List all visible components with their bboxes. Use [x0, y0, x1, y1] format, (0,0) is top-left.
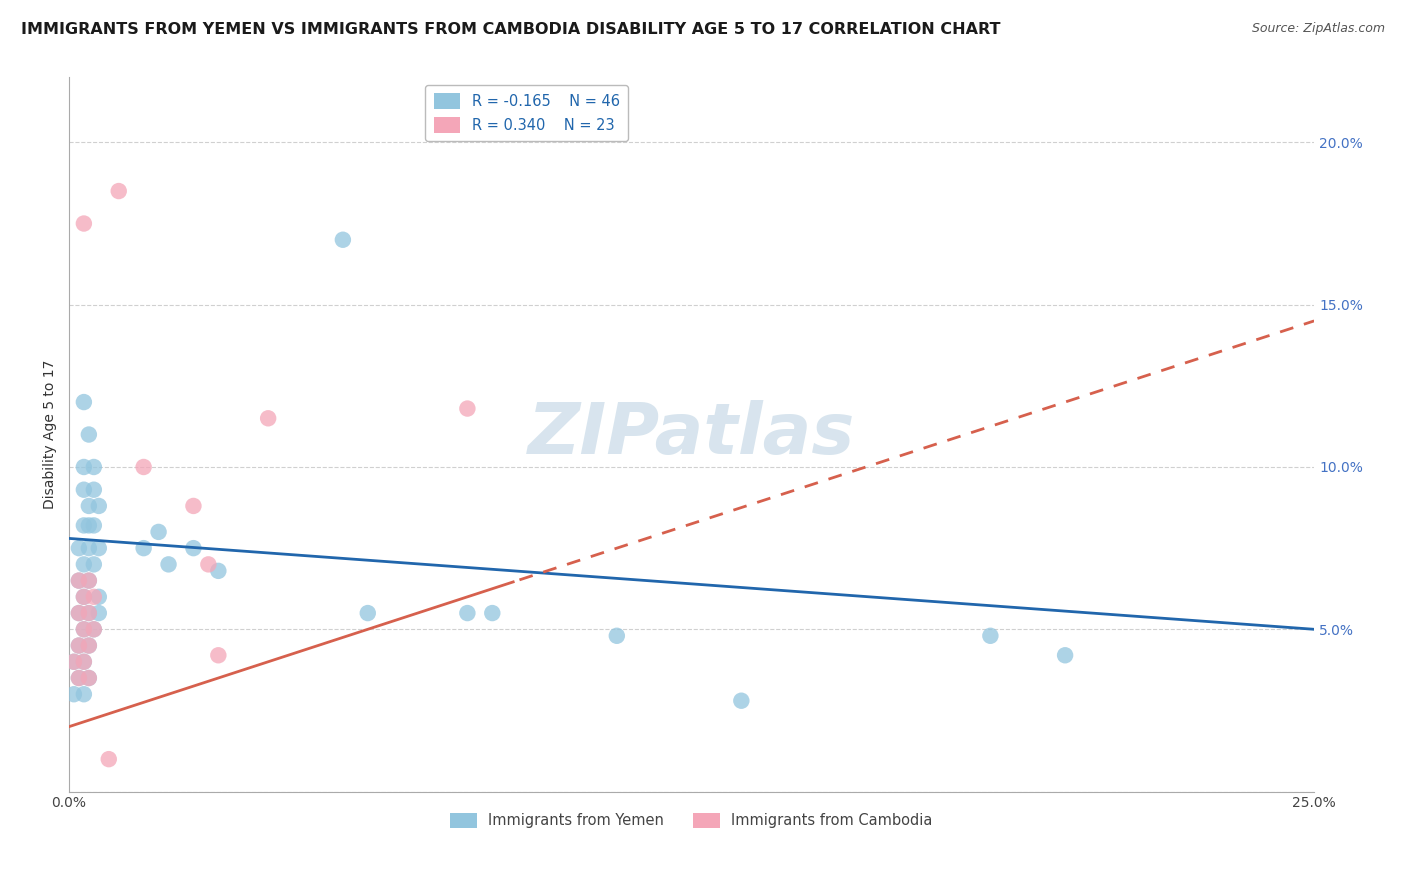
- Point: [83, 622, 105, 636]
- Point: [87, 606, 110, 620]
- Point: [132, 541, 155, 556]
- Point: [73, 622, 96, 636]
- Point: [67, 541, 90, 556]
- Point: [67, 671, 90, 685]
- Point: [332, 233, 354, 247]
- Point: [481, 606, 503, 620]
- Point: [73, 622, 96, 636]
- Point: [83, 590, 105, 604]
- Point: [77, 518, 100, 533]
- Point: [730, 694, 752, 708]
- Point: [73, 217, 96, 231]
- Point: [77, 671, 100, 685]
- Point: [67, 606, 90, 620]
- Point: [183, 541, 205, 556]
- Point: [73, 395, 96, 409]
- Point: [207, 648, 229, 663]
- Point: [73, 687, 96, 701]
- Point: [979, 629, 1001, 643]
- Point: [97, 752, 120, 766]
- Point: [73, 518, 96, 533]
- Point: [77, 639, 100, 653]
- Point: [77, 639, 100, 653]
- Point: [257, 411, 280, 425]
- Point: [456, 401, 478, 416]
- Point: [77, 427, 100, 442]
- Point: [83, 483, 105, 497]
- Point: [67, 606, 90, 620]
- Point: [183, 499, 205, 513]
- Point: [73, 590, 96, 604]
- Point: [73, 655, 96, 669]
- Point: [132, 460, 155, 475]
- Legend: Immigrants from Yemen, Immigrants from Cambodia: Immigrants from Yemen, Immigrants from C…: [444, 806, 938, 834]
- Point: [77, 574, 100, 588]
- Point: [606, 629, 628, 643]
- Point: [77, 574, 100, 588]
- Text: ZIPatlas: ZIPatlas: [527, 400, 855, 469]
- Point: [67, 574, 90, 588]
- Point: [73, 483, 96, 497]
- Point: [67, 671, 90, 685]
- Point: [83, 558, 105, 572]
- Point: [1054, 648, 1077, 663]
- Point: [67, 639, 90, 653]
- Point: [83, 460, 105, 475]
- Point: [207, 564, 229, 578]
- Point: [73, 460, 96, 475]
- Point: [87, 499, 110, 513]
- Point: [63, 655, 86, 669]
- Point: [63, 687, 86, 701]
- Point: [83, 622, 105, 636]
- Point: [77, 541, 100, 556]
- Point: [67, 574, 90, 588]
- Point: [157, 558, 180, 572]
- Point: [357, 606, 380, 620]
- Point: [83, 518, 105, 533]
- Point: [77, 606, 100, 620]
- Point: [63, 655, 86, 669]
- Point: [87, 541, 110, 556]
- Point: [67, 639, 90, 653]
- Point: [73, 655, 96, 669]
- Point: [148, 524, 170, 539]
- Point: [197, 558, 219, 572]
- Point: [77, 671, 100, 685]
- Point: [73, 590, 96, 604]
- Point: [87, 590, 110, 604]
- Point: [77, 499, 100, 513]
- Y-axis label: Disability Age 5 to 17: Disability Age 5 to 17: [44, 359, 58, 509]
- Point: [73, 558, 96, 572]
- Point: [77, 606, 100, 620]
- Text: Source: ZipAtlas.com: Source: ZipAtlas.com: [1251, 22, 1385, 36]
- Text: IMMIGRANTS FROM YEMEN VS IMMIGRANTS FROM CAMBODIA DISABILITY AGE 5 TO 17 CORRELA: IMMIGRANTS FROM YEMEN VS IMMIGRANTS FROM…: [21, 22, 1001, 37]
- Point: [456, 606, 478, 620]
- Point: [107, 184, 129, 198]
